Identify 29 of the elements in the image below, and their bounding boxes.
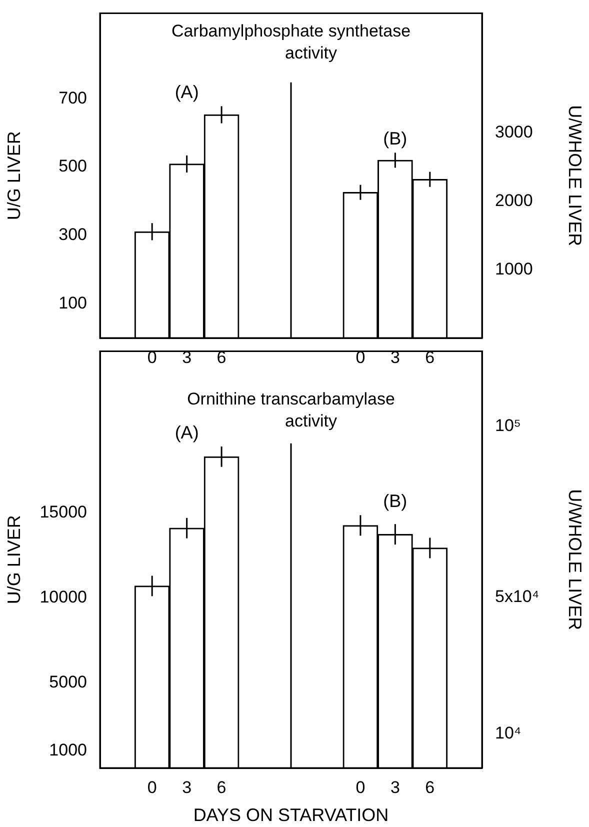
y-tick-label: 10000 [40, 588, 87, 607]
x-tick-label: 3 [390, 778, 400, 797]
y-axis-title: U/G LIVER [4, 515, 24, 604]
y2-tick-label: 3000 [495, 122, 533, 142]
x-tick-label: 3 [182, 778, 192, 797]
y2-tick-label: 10⁵ [495, 416, 521, 436]
y2-tick-label: 5x10⁴ [495, 586, 540, 606]
x-axis-title: DAYS ON STARVATION [193, 805, 389, 826]
y2-tick-label: 10⁴ [495, 724, 522, 743]
y-tick-label: 700 [58, 88, 87, 108]
x-tick-label: 0 [147, 778, 157, 797]
y-tick-label: 100 [58, 294, 87, 312]
y2-tick-label: 2000 [495, 190, 533, 210]
series-label: (B) [383, 128, 408, 149]
y-tick-label: 15000 [40, 502, 87, 522]
x-tick-label: 6 [216, 778, 226, 797]
series-label: (B) [383, 491, 408, 512]
y2-tick-label: 1000 [495, 259, 533, 278]
series-label: (A) [174, 82, 199, 102]
y-tick-label: 300 [58, 225, 87, 244]
y2-axis-title: U/WHOLE LIVER [565, 489, 586, 630]
y-tick-label: 1000 [49, 740, 87, 760]
y-tick-label: 500 [58, 156, 87, 176]
x-tick-label: 0 [356, 778, 366, 797]
text: Carbamylphosphate synthetase activity [171, 21, 411, 62]
y-axis-title: U/G LIVER [4, 131, 24, 220]
y-tick-label: 5000 [49, 672, 87, 692]
y2-axis-title: U/WHOLE LIVER [565, 105, 586, 246]
x-tick-label: 6 [425, 778, 435, 797]
